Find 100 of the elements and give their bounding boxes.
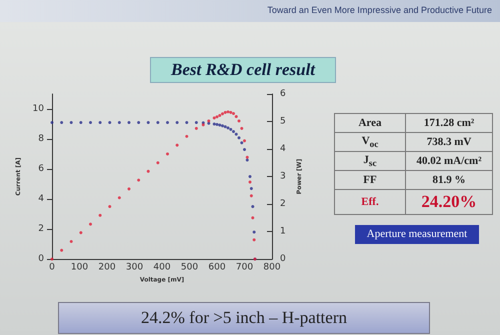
text: Eff. (334, 190, 406, 215)
point (118, 121, 121, 124)
point (226, 126, 230, 130)
point (240, 141, 244, 144)
text: V$_{oc}$ (334, 132, 406, 152)
point (207, 119, 210, 122)
y-tick-label: 0 (38, 254, 44, 264)
x-tick-label: 0 (49, 262, 56, 273)
point (250, 194, 253, 198)
point (229, 128, 232, 131)
y2-tick-label: 2 (280, 199, 286, 210)
point (89, 121, 92, 124)
point (252, 230, 256, 234)
point (146, 121, 150, 124)
x-tick-label: 100 (70, 262, 88, 273)
y2-tick-label: 1 (280, 226, 286, 237)
text: 40.02 mA/cm² (406, 152, 492, 171)
text: Area (334, 114, 406, 132)
y-tick-label: 6 (38, 164, 44, 174)
x-tick-label: 700 (236, 262, 254, 273)
y-tick-label: 2 (38, 224, 44, 234)
point (243, 139, 246, 142)
point (89, 222, 92, 226)
point (250, 187, 253, 190)
point (238, 136, 240, 140)
text: Aperture measurement (355, 225, 479, 244)
point (221, 124, 224, 128)
point (221, 112, 224, 116)
point (70, 240, 73, 243)
y2-tick-label: 6 (280, 89, 286, 99)
y2-tick-label: 3 (280, 172, 286, 182)
point (229, 110, 232, 114)
point (70, 121, 73, 124)
y-tick-label: 10 (32, 104, 44, 114)
point (108, 121, 112, 124)
point (166, 152, 169, 156)
text: J$_{sc}$ (334, 152, 406, 171)
x-tick-label: 400 (153, 262, 171, 273)
point (224, 125, 227, 128)
point (234, 132, 238, 136)
point (212, 122, 216, 126)
text: 81.9 % (406, 170, 492, 190)
point (240, 126, 244, 130)
point (79, 121, 82, 124)
point (243, 148, 246, 152)
point (216, 115, 218, 118)
point (98, 214, 102, 217)
point (234, 115, 238, 118)
point (128, 121, 130, 124)
point (226, 110, 230, 114)
point (137, 178, 140, 182)
point (156, 121, 160, 124)
point (232, 130, 235, 134)
point (224, 110, 227, 114)
point (194, 126, 198, 130)
point (137, 121, 140, 124)
point (251, 205, 254, 208)
text: 738.3 mV (406, 132, 492, 152)
point (185, 134, 188, 138)
text: Toward an Even More Impressive and Productive Future (267, 5, 492, 15)
point (212, 116, 216, 120)
y2-tick-label: 0 (280, 254, 286, 264)
point (50, 258, 54, 261)
point (246, 156, 249, 159)
point (218, 114, 222, 117)
y-tick-label: 8 (38, 134, 44, 144)
point (176, 144, 179, 147)
point (118, 196, 121, 200)
point (185, 121, 188, 124)
point (128, 187, 130, 190)
point (60, 248, 64, 252)
point (98, 121, 102, 124)
point (50, 121, 54, 124)
x-tick-label: 200 (98, 262, 116, 273)
point (60, 121, 64, 124)
x-tick-label: 300 (126, 262, 144, 273)
point (238, 119, 240, 122)
text: 171.28 cm² (406, 114, 492, 132)
text: 24.20% (406, 190, 492, 215)
chart-title: Best R&D cell result (150, 57, 336, 83)
point (156, 161, 160, 164)
point (79, 231, 82, 234)
y2-tick-label: 5 (280, 116, 286, 127)
point (252, 238, 256, 242)
y-tick-label: 4 (38, 194, 44, 204)
y2-tick-label: 4 (280, 144, 286, 154)
x-tick-label: 600 (208, 262, 226, 273)
point (248, 175, 252, 178)
point (218, 124, 222, 127)
point (248, 180, 252, 184)
point (232, 112, 235, 116)
point (108, 205, 112, 208)
point (166, 121, 169, 124)
text: 24.2% for >5 inch – H-pattern (58, 302, 430, 334)
text: FF (334, 170, 406, 190)
x-tick-label: 500 (180, 262, 198, 273)
point (194, 121, 198, 124)
x-tick-label: 800 (263, 262, 281, 273)
point (176, 121, 179, 124)
point (216, 122, 218, 126)
